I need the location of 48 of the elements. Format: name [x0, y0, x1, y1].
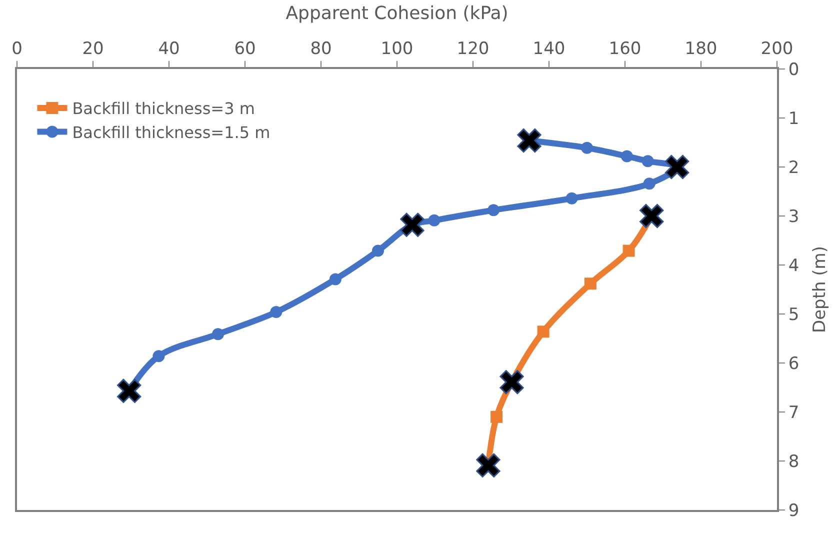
point	[212, 328, 224, 340]
legend-label: Backfill thickness=3 m	[72, 99, 255, 118]
y-tick-label: 8	[788, 452, 800, 472]
point	[622, 244, 635, 257]
x-tick-label: 100	[380, 39, 414, 60]
point	[620, 150, 633, 162]
point	[643, 178, 656, 190]
y-tick-label: 9	[788, 500, 800, 521]
y-tick-label: 6	[788, 354, 800, 374]
point	[476, 453, 500, 478]
point	[581, 142, 593, 154]
point	[664, 154, 690, 180]
point	[117, 378, 142, 403]
y-tick-label: 4	[788, 256, 800, 276]
point	[566, 192, 578, 204]
point	[329, 273, 342, 286]
point	[537, 326, 550, 338]
point	[490, 410, 503, 423]
y-tick-label: 2	[788, 158, 800, 178]
y-tick-label: 1	[788, 108, 800, 129]
x-tick-label: 140	[532, 39, 566, 60]
point	[517, 128, 542, 153]
x-tick-label: 120	[456, 39, 490, 60]
x-tick-label: 40	[158, 39, 180, 60]
x-tick-label: 80	[310, 39, 332, 60]
x-tick-label: 20	[82, 39, 104, 60]
point	[428, 214, 440, 226]
point	[400, 212, 424, 237]
y-tick-label: 0	[788, 60, 800, 80]
point	[500, 370, 524, 394]
point	[372, 244, 384, 257]
point	[152, 350, 165, 362]
point	[642, 155, 654, 168]
legend-label: Backfill thickness=1.5 m	[72, 122, 270, 142]
point	[270, 306, 282, 318]
x-tick-label: 60	[234, 39, 256, 60]
point	[640, 204, 664, 228]
point	[584, 278, 596, 290]
x-tick-label: 180	[684, 39, 718, 60]
x-axis-title: Apparent Cohesion (kPa)	[286, 2, 508, 24]
x-tick-label: 160	[608, 39, 642, 60]
x-tick-label: 200	[760, 39, 794, 60]
y-axis-title: Depth (m)	[810, 246, 830, 334]
point	[488, 204, 500, 216]
x-tick-label: 0	[12, 39, 22, 60]
y-tick-label: 7	[788, 402, 800, 423]
y-tick-label: 5	[788, 304, 800, 325]
y-tick-label: 3	[788, 206, 800, 227]
